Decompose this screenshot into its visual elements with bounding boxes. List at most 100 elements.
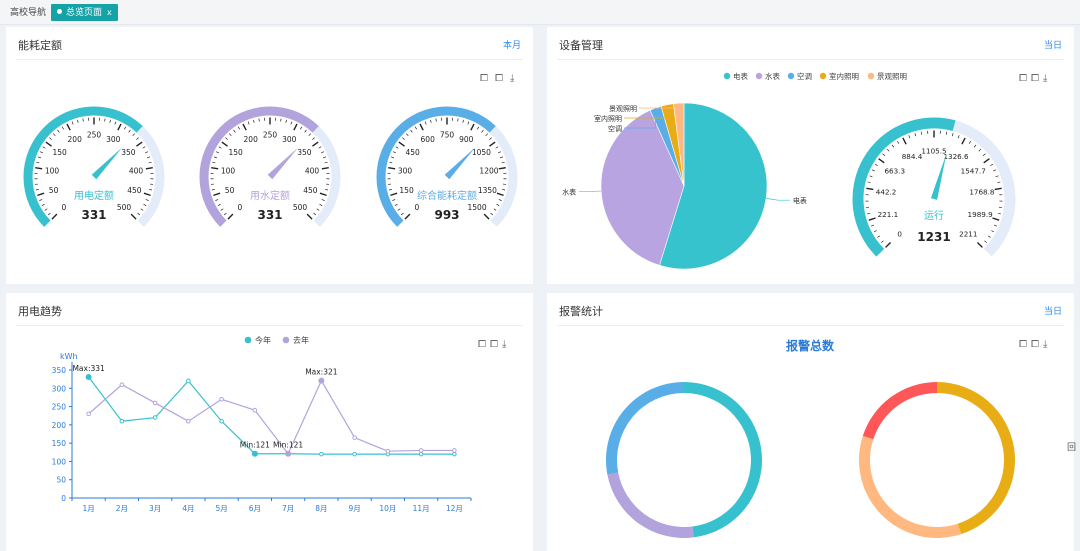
legend-marker[interactable]	[723, 72, 731, 80]
gauge-tick	[495, 146, 499, 149]
gauge-tick	[957, 135, 960, 139]
gauge-progress	[23, 106, 143, 227]
legend-label[interactable]: 电表	[733, 71, 748, 81]
series-point[interactable]	[452, 448, 457, 453]
download-icon[interactable]: ⤓	[502, 339, 511, 350]
series-point[interactable]	[86, 411, 91, 417]
y-tick-label: 50	[56, 476, 66, 485]
pie-leader-line	[766, 198, 790, 201]
alarm-period-link[interactable]: 当日	[1043, 307, 1062, 317]
gauge-tick-label: 500	[293, 203, 308, 212]
series-point[interactable]	[152, 415, 158, 420]
crop-icon[interactable]: ⧠	[478, 339, 490, 350]
series-point[interactable]	[119, 418, 125, 424]
gauge-tick	[61, 126, 65, 130]
gauge-tick	[920, 131, 923, 135]
pie-slice[interactable]	[600, 109, 685, 266]
restore-icon[interactable]: ⧠	[495, 73, 503, 84]
donut-segment[interactable]	[606, 382, 684, 475]
gauge-tick	[258, 118, 260, 122]
annotation-label: Min:121	[273, 441, 303, 450]
gauge-tick	[476, 126, 480, 130]
legend-marker[interactable]	[282, 336, 290, 344]
gauge-tick	[398, 141, 405, 147]
device-card: 设备管理 当日 ⧠⧠⤓ 电表 水表 空调 室内照明 景观照明 电表 水表 空调 室内照明 景观照明…	[547, 27, 1074, 284]
series-point[interactable]	[186, 418, 191, 424]
legend-label[interactable]: 今年	[255, 335, 271, 345]
legend-label[interactable]: 室内照明	[829, 71, 859, 81]
energy-period-link[interactable]: 本月	[502, 41, 521, 51]
gauge-tick	[481, 129, 484, 133]
side-handle[interactable]: 回	[1066, 443, 1076, 453]
donut-segment[interactable]	[937, 382, 1015, 535]
tab-overview[interactable]: 总览页面 x	[51, 4, 118, 21]
series-point[interactable]	[186, 378, 191, 384]
download-icon[interactable]: ⤓	[510, 73, 515, 84]
legend-marker[interactable]	[244, 336, 252, 344]
tab-close-icon[interactable]: x	[107, 8, 112, 17]
tab-home-nav[interactable]: 高校导航	[10, 8, 47, 18]
gauge-tick-label: 250	[87, 131, 102, 140]
gauge-tick	[323, 156, 327, 159]
trend-legend: 今年 去年	[244, 335, 309, 345]
crop-icon[interactable]: ⧠	[480, 73, 488, 84]
gauge-tick	[227, 213, 234, 220]
series-point[interactable]	[352, 435, 357, 440]
gauge-tick	[71, 121, 74, 125]
gauge-tick	[319, 192, 327, 197]
gauge-tick	[994, 187, 1002, 191]
gauge-tick	[44, 208, 48, 211]
series-point[interactable]	[385, 448, 391, 454]
donut-segment[interactable]	[684, 382, 763, 538]
series-point[interactable]	[219, 396, 224, 402]
x-tick-label: 8月	[315, 504, 327, 513]
gauge-tick	[493, 208, 497, 211]
series-point[interactable]	[352, 451, 357, 457]
legend-marker[interactable]	[755, 72, 763, 80]
restore-icon[interactable]: ⧠	[490, 339, 502, 350]
gauge-tick-label: 200	[68, 135, 83, 144]
restore-icon[interactable]: ⧠	[1031, 339, 1043, 350]
donut-segment[interactable]	[862, 382, 937, 440]
donut-segment[interactable]	[859, 435, 962, 538]
gauge-tick-label: 442.2	[876, 187, 897, 196]
legend-label[interactable]: 去年	[293, 335, 309, 345]
legend-label[interactable]: 水表	[765, 71, 780, 81]
crop-icon[interactable]: ⧠	[1019, 73, 1031, 84]
series-point[interactable]	[252, 407, 258, 413]
crop-icon[interactable]: ⧠	[1019, 339, 1031, 350]
gauge-name: 运行	[924, 209, 944, 222]
gauge-tick	[388, 167, 396, 170]
legend-marker[interactable]	[819, 72, 827, 80]
series-point[interactable]	[418, 451, 424, 457]
gauge-tick	[390, 156, 394, 159]
donut-segment[interactable]	[607, 472, 694, 538]
gauge-tick	[142, 146, 146, 149]
device-period-link[interactable]: 当日	[1043, 41, 1062, 51]
legend-label[interactable]: 景观照明	[877, 72, 907, 81]
download-icon[interactable]: ⤓	[1043, 73, 1052, 84]
gauge-tick	[869, 175, 873, 178]
legend-marker[interactable]	[867, 72, 875, 80]
download-icon[interactable]: ⤓	[1043, 339, 1052, 350]
series-point[interactable]	[152, 400, 158, 406]
gauge-tick	[319, 203, 323, 206]
series-2	[86, 378, 457, 457]
gauge-tick-label: 300	[282, 135, 297, 144]
y-tick-label: 150	[52, 439, 67, 448]
gauge-tick	[945, 131, 948, 135]
series-point[interactable]	[119, 382, 125, 387]
series-point[interactable]	[319, 451, 324, 457]
series-point[interactable]	[452, 451, 457, 457]
series-point[interactable]	[219, 418, 224, 424]
legend-label[interactable]: 空调	[797, 71, 812, 81]
legend-marker[interactable]	[787, 72, 795, 80]
series-line	[88, 376, 455, 455]
gauge-tick	[406, 133, 409, 137]
gauge-tick	[39, 199, 43, 201]
series-point[interactable]	[418, 448, 424, 453]
pie-label: 室内照明	[594, 114, 622, 123]
restore-icon[interactable]: ⧠	[1031, 73, 1043, 84]
